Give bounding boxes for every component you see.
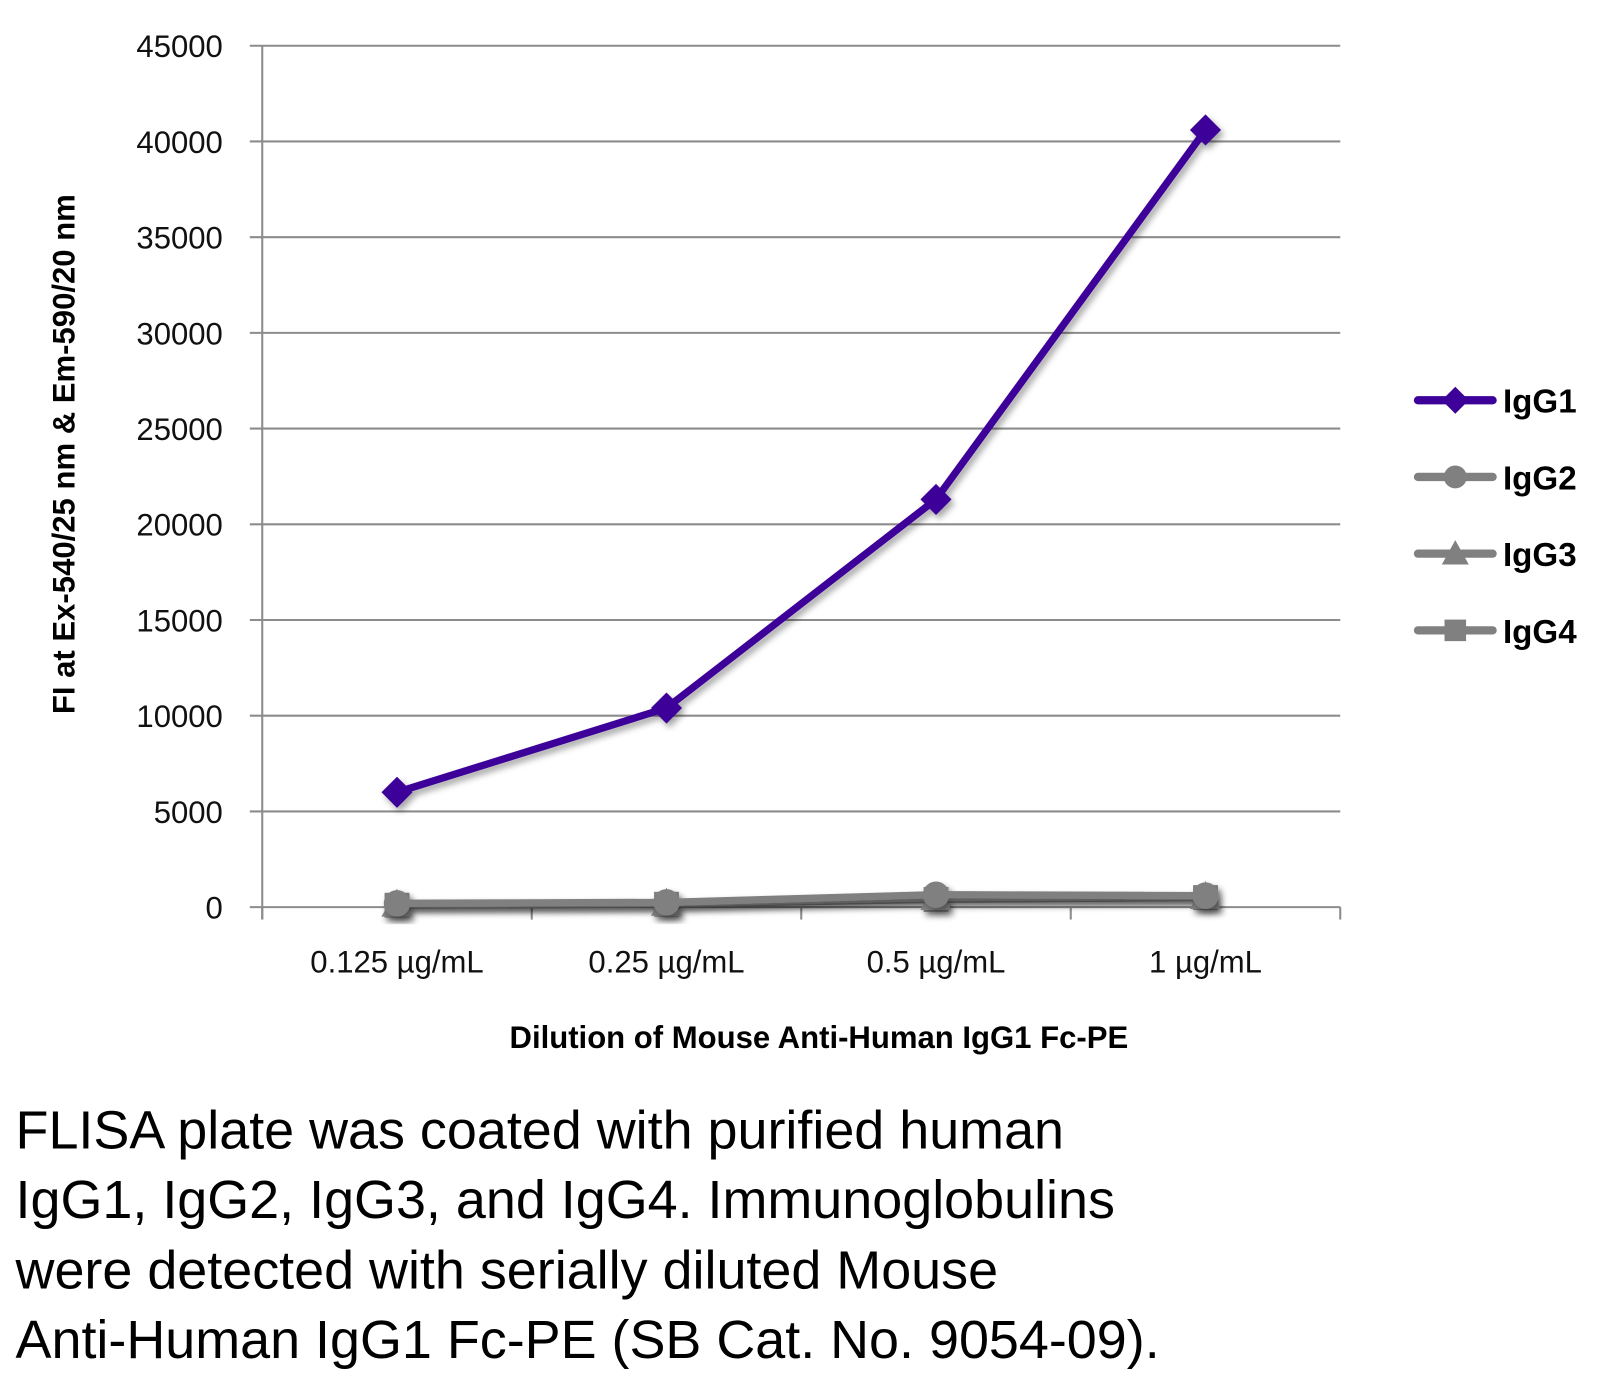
caption-line: Anti-Human IgG1 Fc-PE (SB Cat. No. 9054-… [16, 1310, 1160, 1370]
y-tick-label: 30000 [136, 316, 222, 351]
series-line [396, 891, 1206, 907]
circle-marker [922, 881, 950, 908]
caption-line: FLISA plate was coated with purified hum… [16, 1101, 1064, 1161]
diamond-marker [1441, 386, 1469, 414]
diamond-marker [381, 776, 413, 808]
caption-line: IgG1, IgG2, IgG3, and IgG4. Immunoglobul… [16, 1170, 1115, 1230]
y-tick-label: 45000 [136, 29, 222, 64]
legend-item: IgG2 [1413, 460, 1577, 497]
gridlines [249, 44, 1342, 920]
x-tick-label: 0.25 µg/mL [588, 944, 744, 979]
x-tick-label: 0.125 µg/mL [310, 944, 483, 979]
circle-marker [383, 890, 411, 917]
circle-marker [1443, 465, 1467, 489]
legend-label: IgG4 [1503, 614, 1577, 651]
y-tick-labels: 0 5000 10000 15000 20000 25000 30000 35000 40000… [136, 29, 222, 925]
x-tick-label: 0.5 µg/mL [867, 944, 1006, 979]
caption: FLISA plate was coated with purified hum… [15, 1101, 1160, 1370]
diamond-marker [650, 692, 683, 724]
legend-item: IgG1 [1413, 384, 1577, 421]
legend: IgG1 IgG2 IgG3 IgG4 [1413, 384, 1577, 651]
y-axis-title: FI at Ex-540/25 nm & Em-590/20 nm [47, 194, 82, 714]
series-IgG2 [383, 881, 1219, 917]
x-axis-title: Dilution of Mouse Anti-Human IgG1 Fc-PE [510, 1020, 1129, 1055]
series-IgG1 [381, 114, 1222, 808]
legend-item: IgG4 [1413, 614, 1577, 651]
circle-marker [653, 889, 680, 916]
y-tick-label: 15000 [136, 603, 222, 638]
legend-label: IgG2 [1503, 460, 1577, 497]
series-lines [381, 114, 1222, 918]
caption-line: were detected with serially diluted Mous… [15, 1241, 999, 1301]
y-tick-label: 40000 [136, 125, 222, 160]
legend-label: IgG3 [1503, 537, 1577, 574]
y-tick-label: 35000 [136, 221, 222, 256]
triangle-marker [1441, 540, 1469, 565]
y-tick-label: 25000 [136, 412, 222, 447]
legend-label: IgG1 [1503, 384, 1577, 421]
legend-item: IgG3 [1413, 537, 1577, 574]
y-tick-label: 20000 [136, 508, 222, 543]
y-tick-label: 0 [206, 891, 223, 926]
x-tick-labels: 0.125 µg/mL 0.25 µg/mL 0.5 µg/mL 1 µg/mL [310, 944, 1262, 979]
square-marker [1444, 619, 1467, 642]
y-tick-label: 5000 [154, 795, 223, 830]
series-line [395, 127, 1209, 796]
diamond-marker [920, 483, 952, 515]
y-tick-label: 10000 [136, 699, 222, 734]
x-tick-label: 1 µg/mL [1149, 944, 1262, 979]
circle-marker [1192, 882, 1219, 909]
